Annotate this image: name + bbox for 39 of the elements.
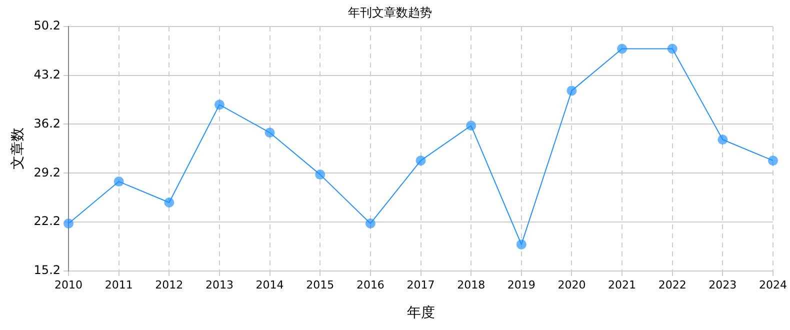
x-tick-label: 2019	[507, 278, 536, 292]
x-tick-label: 2011	[104, 278, 133, 292]
y-tick-label: 36.2	[34, 116, 61, 130]
point	[466, 120, 476, 131]
y-tick-label: 22.2	[34, 214, 61, 228]
y-tick-label: 43.2	[34, 67, 61, 82]
x-tick-label: 2014	[256, 278, 284, 292]
point	[214, 100, 224, 110]
x-tick-label: 2016	[356, 278, 384, 292]
point	[64, 218, 74, 228]
x-tick-label: 2022	[658, 278, 686, 292]
x-tick-label: 2020	[558, 278, 586, 292]
x-tick-label: 2021	[608, 278, 636, 292]
point	[768, 156, 778, 166]
point	[315, 170, 326, 180]
x-tick-label: 2023	[708, 278, 737, 292]
point	[264, 128, 275, 138]
point	[416, 156, 426, 166]
point	[718, 134, 728, 145]
point	[516, 239, 526, 250]
x-tick-label: 2015	[306, 278, 334, 292]
point	[164, 198, 174, 208]
x-tick-label: 2013	[205, 278, 234, 292]
x-tick-label: 2018	[457, 278, 486, 292]
x-tick-label: 2017	[406, 278, 435, 292]
point	[566, 86, 577, 96]
y-tick-label: 15.2	[34, 263, 61, 278]
point	[617, 44, 628, 54]
x-tick-label: 2024	[759, 278, 788, 292]
chart-title: 年刊文章数趋势	[348, 5, 432, 20]
x-tick-label: 2012	[155, 278, 184, 292]
x-tick-label: 2010	[54, 278, 83, 292]
x-axis-title: 年度	[406, 305, 435, 322]
y-tick-label: 50.2	[34, 18, 61, 33]
y-axis-title: 文章数	[10, 128, 26, 170]
point	[667, 44, 678, 54]
point	[114, 176, 124, 187]
point	[365, 218, 376, 228]
y-tick-label: 29.2	[34, 165, 61, 180]
